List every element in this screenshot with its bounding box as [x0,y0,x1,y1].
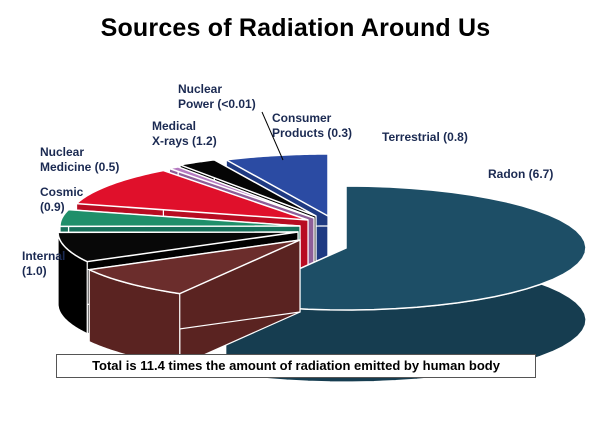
pie-slice-label-line: Cosmic [40,185,84,199]
pie-slice-label-line: Nuclear [40,145,84,159]
footnote: Total is 11.4 times the amount of radiat… [56,354,536,378]
pie-slice-label-line: (1.0) [22,264,47,278]
pie-slice-label-line: Products (0.3) [272,126,352,140]
chart-title: Sources of Radiation Around Us [100,14,491,42]
pie-slice-top [177,159,317,217]
pie-slice-label-line: Power (<0.01) [178,97,256,111]
pie-slice-label: Radon (6.7) [488,167,553,181]
pie-slice-label: Nuclear Power (<0.01) [178,82,256,111]
pie-slice-top [223,185,587,311]
pie-slice-label-line: Internal [22,249,65,263]
pie-slice-label: Medical X-rays (1.2) [152,119,217,148]
pie-labels: Radon (6.7) Internal (1.0) Cosmic (0.9) Nucle… [22,82,553,278]
pie-slice-label-line: Terrestrial (0.8) [382,130,468,144]
pie-slice-label-line: Radon (6.7) [488,167,553,181]
pie-slice-label: Internal (1.0) [22,249,65,278]
pie-slice-label-line: Consumer [272,111,332,125]
pie-slice-label-line: X-rays (1.2) [152,134,217,148]
leader-line [261,111,284,161]
pie-slice-top [86,239,301,295]
pie-slice-top [57,231,299,263]
pie-slice-label: Nuclear Medicine (0.5) [40,145,119,174]
pie-slice-label-line: Medical [152,119,196,133]
pie-slice-top [74,169,309,221]
pie-slice-label-line: (0.9) [40,200,65,214]
pie-slices [57,153,587,383]
pie-slice-top [59,208,301,228]
pie-slice-top [166,166,315,219]
pie-slice-label: Terrestrial (0.8) [382,130,468,144]
pie-slice-label: Consumer Products (0.3) [272,111,352,140]
pie-slice-top [223,153,329,218]
pie-slice [86,239,301,367]
pie-slice-label: Cosmic (0.9) [40,185,84,214]
pie-slice-label-line: Nuclear [178,82,222,96]
pie-slice-label-line: Medicine (0.5) [40,160,119,174]
